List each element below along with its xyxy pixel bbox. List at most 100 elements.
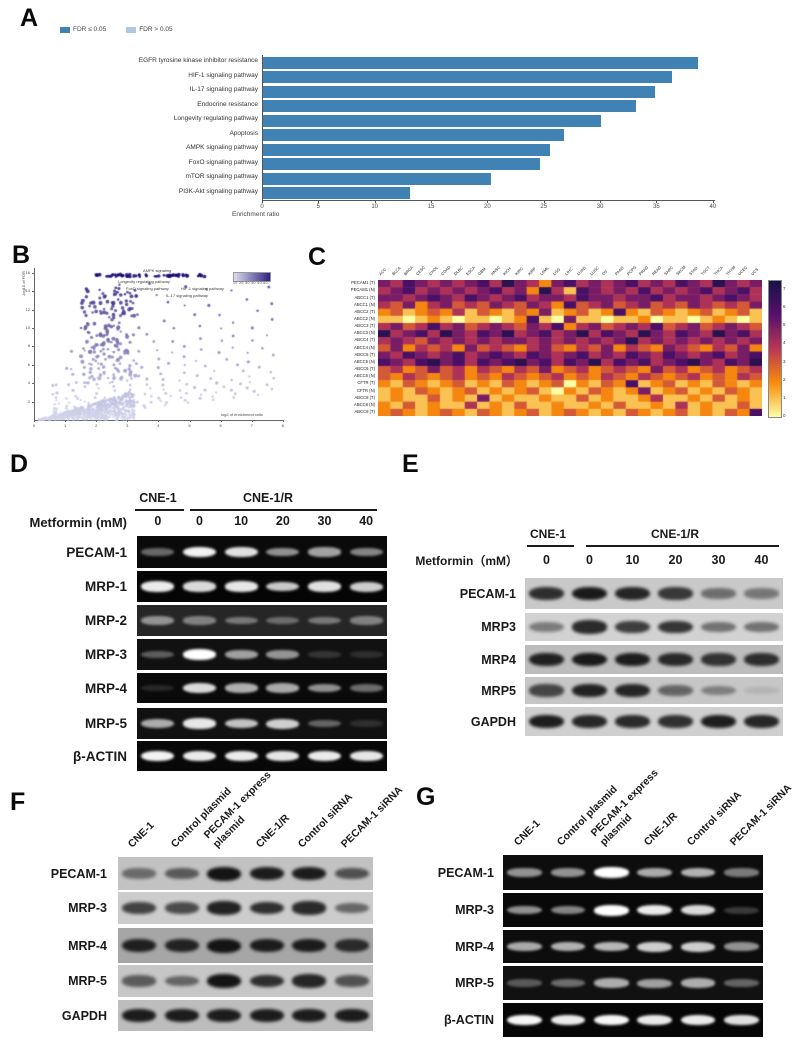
x-tick-mark <box>431 200 433 203</box>
gel-band <box>680 867 716 878</box>
heatmap-column-label: GBM <box>477 266 488 277</box>
bar-category-label: AMPK signaling pathway <box>186 144 258 152</box>
group-header-cne1: CNE-1 <box>529 527 566 541</box>
panel-g-label: G <box>416 783 436 811</box>
colorbar-tick: 6 <box>783 304 786 310</box>
panel-a-label: A <box>20 4 39 32</box>
heatmap-column-label: THCA <box>712 265 724 277</box>
heatmap-column-label: LAML <box>538 265 550 277</box>
bar-category-label: Endocrine resistance <box>197 100 258 108</box>
dose-label: 0 <box>196 514 203 528</box>
legend-label: FDR > 0.05 <box>139 26 173 33</box>
gel-row-label: β-ACTIN <box>444 1013 494 1028</box>
gel-band <box>207 901 242 915</box>
gel-strip <box>118 965 373 997</box>
heatmap-row-label: ABCC8 (N) <box>354 401 375 407</box>
gel-band <box>292 901 327 915</box>
gel-band <box>292 938 327 953</box>
y-tick-mark <box>32 364 34 366</box>
heatmap-row-label: ABCC6 (T) <box>354 366 375 372</box>
group-header-cne1r: CNE-1/R <box>650 527 699 541</box>
gel-band <box>122 1008 157 1023</box>
gel-row-label: MRP-3 <box>84 647 127 663</box>
gel-band <box>292 866 327 881</box>
gel-row-label: MRP-4 <box>455 939 494 954</box>
heatmap-column-label: STAD <box>687 265 699 277</box>
panel-f-label: F <box>10 788 26 816</box>
gel-band <box>307 750 342 762</box>
x-tick-mark <box>127 420 129 422</box>
gel-band <box>207 974 242 988</box>
gel-band <box>141 581 175 592</box>
gel-band <box>224 650 258 659</box>
gel-band <box>164 938 199 953</box>
bar-category-label: Longevity regulating pathway <box>173 115 258 123</box>
x-tick-mark <box>600 200 602 203</box>
metformin-label: Metformin（mM） <box>415 554 518 568</box>
gel-band <box>594 904 629 916</box>
heatmap-column-label: LUAD <box>576 265 588 277</box>
gel-band <box>507 941 542 952</box>
gel-band <box>637 867 672 878</box>
gel-strip <box>118 1000 373 1031</box>
x-tick-label: 3 <box>126 423 129 428</box>
gel-strip <box>525 578 783 609</box>
gel-strip <box>503 930 763 963</box>
gel-band <box>701 714 736 729</box>
gel-band <box>224 718 258 729</box>
gel-strip <box>525 677 783 704</box>
heatmap-row-label: ABCC3 (T) <box>354 323 375 329</box>
gel-band <box>550 868 586 877</box>
x-tick-mark <box>189 420 191 422</box>
scatter-annotation: AMPK signaling <box>143 268 172 273</box>
gel-strip <box>137 639 387 670</box>
gel-band <box>724 906 759 914</box>
gel-band <box>594 1014 629 1026</box>
lane-label: CNE-1 <box>511 817 543 849</box>
dose-label: 0 <box>154 514 162 528</box>
heatmap-colorbar <box>768 280 782 418</box>
x-tick-mark <box>712 200 714 203</box>
x-tick-label: 6 <box>219 423 222 428</box>
gel-band <box>141 616 175 625</box>
gel-band <box>529 684 564 697</box>
heatmap-column-label: UCEC <box>737 264 749 277</box>
gel-band <box>249 866 284 881</box>
x-tick-mark <box>158 420 160 422</box>
gel-band <box>266 581 300 592</box>
panel-e-label: E <box>402 450 419 478</box>
colorbar-tick: 7 <box>783 286 786 292</box>
heatmap-row-label: ABCC5 (T) <box>354 351 375 357</box>
gel-row-label: MRP-5 <box>84 716 127 732</box>
heatmap-column-label: PRAD <box>638 264 650 277</box>
gel-band <box>615 714 650 729</box>
gel-strip <box>118 928 373 963</box>
heatmap-column-label: READ <box>650 264 662 277</box>
gel-band <box>182 718 217 729</box>
gel-band <box>122 938 157 953</box>
gel-band <box>266 616 300 625</box>
group-header-cne1: CNE-1 <box>139 491 177 505</box>
gel-band <box>349 684 383 692</box>
gel-band <box>224 581 258 592</box>
heatmap-row-label: ABCC4 (N) <box>354 344 375 350</box>
heatmap-row-label: ABCC6 (N) <box>354 373 375 379</box>
heatmap-column-label: CHOL <box>427 264 439 277</box>
lane-label: CNE-1/R <box>253 812 292 851</box>
gel-band <box>292 974 327 988</box>
enrichment-bar-chart <box>262 55 715 201</box>
x-tick-mark <box>65 420 67 422</box>
gel-strip <box>503 966 763 1000</box>
heatmap-row-label: PECAM1 (T) <box>351 280 375 286</box>
gel-band <box>550 905 586 915</box>
bar <box>263 187 410 199</box>
heatmap-row-label: CFTR (N) <box>356 387 375 393</box>
gel-band <box>701 685 736 696</box>
gel-band <box>724 868 759 877</box>
gel-row-label: MRP-5 <box>68 974 107 989</box>
bar <box>263 172 491 185</box>
pathway-scatter-plot <box>30 264 286 424</box>
y-tick-mark <box>32 383 34 385</box>
gel-row-label: PECAM-1 <box>66 544 127 560</box>
gel-band <box>266 718 300 729</box>
